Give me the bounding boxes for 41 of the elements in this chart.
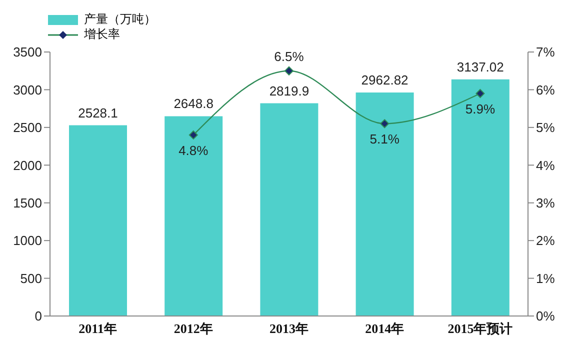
bar xyxy=(451,79,510,316)
x-tick-label: 2015年预计 xyxy=(448,321,513,336)
y2-tick-label: 7% xyxy=(536,44,556,60)
x-tick-label: 2013年 xyxy=(270,321,308,336)
y2-tick-label: 0% xyxy=(536,308,556,324)
y-tick-label: 500 xyxy=(20,270,42,286)
y-tick-label: 2000 xyxy=(13,158,42,173)
data-label: 5.9% xyxy=(465,101,496,116)
x-tick-label: 2012年 xyxy=(174,321,213,336)
data-label: 4.8% xyxy=(178,142,209,158)
y-tick-label: 1000 xyxy=(13,233,42,248)
y2-tick-label: 1% xyxy=(536,270,556,286)
bar xyxy=(164,116,223,316)
y-tick-label: 0 xyxy=(34,308,42,324)
data-label: 5.1% xyxy=(370,132,400,147)
bar xyxy=(356,92,414,316)
legend-label: 产量（万吨） xyxy=(84,12,156,27)
y-tick-label: 3500 xyxy=(13,44,42,60)
y2-tick-label: 3% xyxy=(536,195,556,210)
point xyxy=(188,130,198,140)
data-label: 3137.02 xyxy=(456,59,504,74)
y2-tick-label: 4% xyxy=(536,158,556,173)
data-label: 6.5% xyxy=(274,48,304,64)
legend-label: 增长率 xyxy=(84,27,120,42)
y-tick-label: 3000 xyxy=(13,82,42,98)
data-label: 2819.9 xyxy=(269,83,310,98)
data-label: 2648.8 xyxy=(174,96,214,112)
y2-tick-label: 5% xyxy=(536,120,556,136)
point xyxy=(380,119,390,128)
y-tick-label: 2500 xyxy=(13,120,42,136)
point xyxy=(284,66,294,76)
y2-tick-label: 6% xyxy=(536,82,556,98)
point xyxy=(476,88,485,98)
y-tick-label: 1500 xyxy=(13,195,42,210)
data-label: 2962.82 xyxy=(361,72,408,88)
bar xyxy=(260,103,318,316)
data-label: 2528.1 xyxy=(78,105,118,120)
x-tick-label: 2014年 xyxy=(365,321,404,336)
y2-tick-label: 2% xyxy=(536,233,556,248)
bar xyxy=(69,125,127,316)
x-tick-label: 2011年 xyxy=(78,321,117,336)
